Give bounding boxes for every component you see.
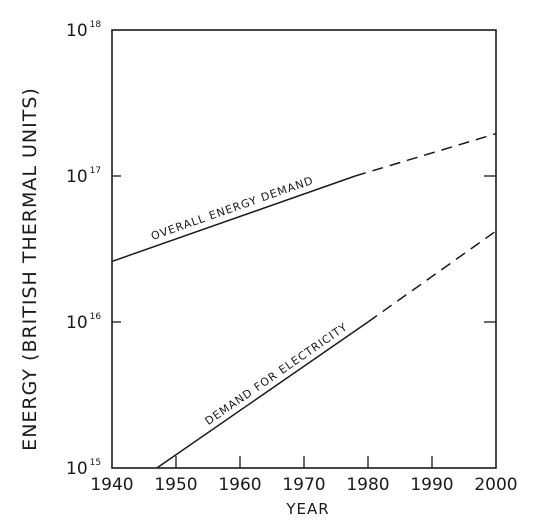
- series-label-demand-for-electricity: DEMAND FOR ELECTRICITY: [203, 320, 351, 428]
- series-line-demand-for-electricity: [156, 321, 369, 469]
- plot-frame: [111, 29, 497, 469]
- series-label-overall-energy-demand: OVERALL ENERGY DEMAND: [149, 174, 315, 243]
- x-tick-label-1980: 1980: [346, 475, 389, 495]
- x-tick-label-1950: 1950: [154, 475, 197, 495]
- x-tick-labels: 1940 1950 1960 1970 1980 1990 2000: [90, 475, 517, 495]
- x-tick-label-2000: 2000: [474, 475, 517, 495]
- y-tick-label-18: 10 18: [66, 20, 101, 41]
- series-layer: [111, 132, 497, 469]
- y-tick-label-17: 10 17: [66, 166, 101, 187]
- x-tick-label-1990: 1990: [410, 475, 453, 495]
- series-projection-demand-for-electricity: [367, 230, 497, 323]
- x-tick-label-1940: 1940: [90, 475, 133, 495]
- x-tick-label-1960: 1960: [218, 475, 261, 495]
- series-projection-overall-energy-demand: [354, 132, 497, 177]
- x-axis-label: YEAR: [285, 500, 329, 518]
- x-tick-label-1970: 1970: [282, 475, 325, 495]
- y-tick-label-15: 10 15: [66, 458, 101, 479]
- series-line-overall-energy-demand: [111, 175, 356, 263]
- y-tick-label-16: 10 16: [66, 312, 101, 333]
- ticks-layer: [112, 175, 496, 468]
- y-axis-label: ENERGY (BRITISH THERMAL UNITS): [19, 87, 41, 451]
